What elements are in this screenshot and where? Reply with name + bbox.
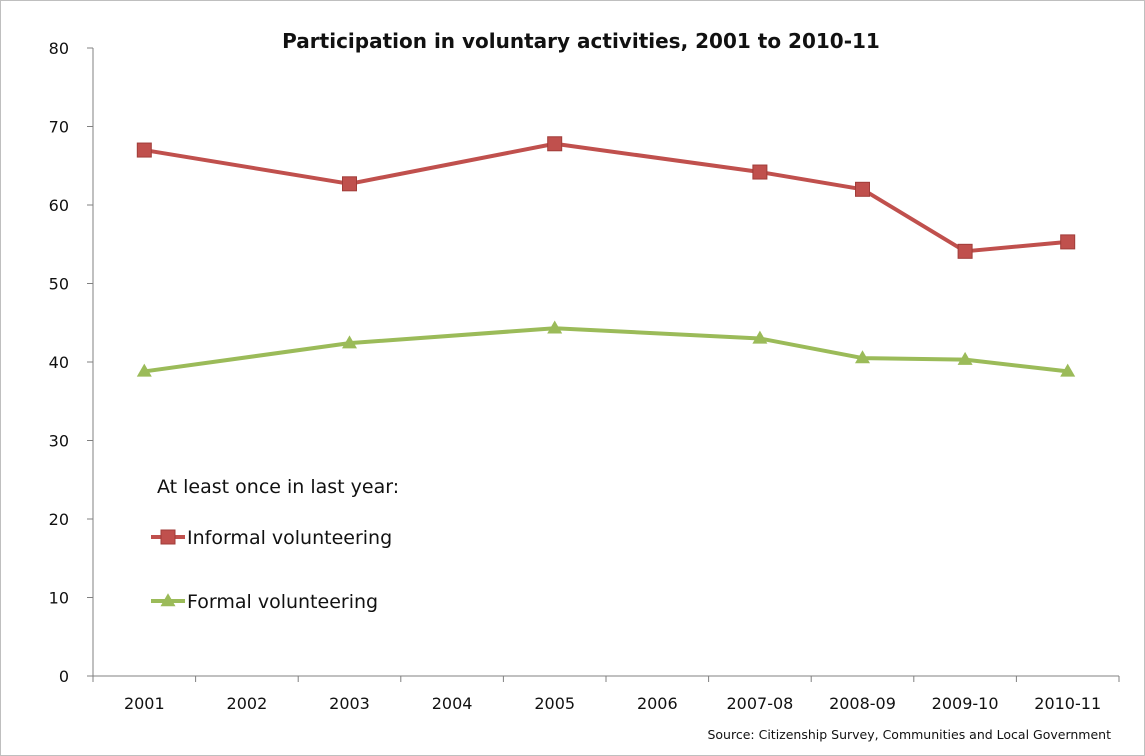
- data-point: [752, 330, 768, 344]
- y-axis-ticks: 0 10 20 30 40 50 60 70 80: [49, 39, 93, 686]
- data-point: [855, 181, 870, 197]
- legend-label: Formal volunteering: [187, 591, 378, 613]
- x-tick-label: 2009-10: [932, 694, 999, 713]
- data-point: [855, 350, 870, 364]
- y-tick-label: 20: [49, 510, 69, 529]
- series-line: [142, 141, 1070, 254]
- series-line: [142, 326, 1070, 374]
- data-point: [547, 136, 563, 152]
- y-tick-label: 50: [49, 275, 69, 294]
- x-tick-label: 2003: [329, 694, 370, 713]
- x-tick-label: 2010-11: [1034, 694, 1101, 713]
- x-tick-label: 2008-09: [829, 694, 896, 713]
- data-point: [547, 320, 563, 334]
- legend-heading: At least once in last year:: [157, 476, 399, 498]
- data-point: [957, 351, 973, 365]
- data-point: [136, 142, 152, 158]
- y-tick-label: 80: [49, 39, 69, 58]
- series-formal-volunteering: [136, 320, 1076, 377]
- data-point: [1060, 363, 1076, 377]
- source-note: Source: Citizenship Survey, Communities …: [707, 727, 1111, 742]
- y-tick-label: 60: [49, 196, 69, 215]
- legend-item: Formal volunteering: [151, 591, 378, 613]
- y-tick-label: 10: [49, 589, 69, 608]
- legend-label: Informal volunteering: [187, 527, 392, 549]
- x-tick-label: 2005: [534, 694, 575, 713]
- y-tick-label: 0: [59, 667, 69, 686]
- x-tick-label: 2001: [124, 694, 165, 713]
- series-group: [136, 136, 1076, 377]
- data-point: [342, 176, 357, 192]
- legend-item: Informal volunteering: [151, 527, 392, 549]
- legend-items: Informal volunteering Formal volunteering: [151, 527, 392, 613]
- x-tick-label: 2007-08: [726, 694, 793, 713]
- y-tick-label: 70: [49, 118, 69, 137]
- data-point: [136, 363, 152, 377]
- legend-marker: [160, 593, 176, 607]
- x-axis-ticks: 2001 2002 2003 2004 2005 2006 2007-08 2008-09 20…: [92, 676, 1120, 713]
- x-tick-label: 2002: [227, 694, 268, 713]
- data-point: [1060, 234, 1076, 250]
- data-point: [957, 243, 973, 259]
- x-tick-label: 2006: [637, 694, 678, 713]
- data-point: [752, 164, 768, 180]
- legend-marker: [160, 529, 176, 545]
- legend: At least once in last year: Informal vol…: [151, 476, 399, 613]
- y-tick-label: 40: [49, 353, 69, 372]
- y-tick-label: 30: [49, 432, 69, 451]
- data-point: [342, 335, 357, 349]
- chart-title: Participation in voluntary activities, 2…: [282, 29, 880, 53]
- x-tick-label: 2004: [432, 694, 473, 713]
- series-informal-volunteering: [136, 136, 1076, 259]
